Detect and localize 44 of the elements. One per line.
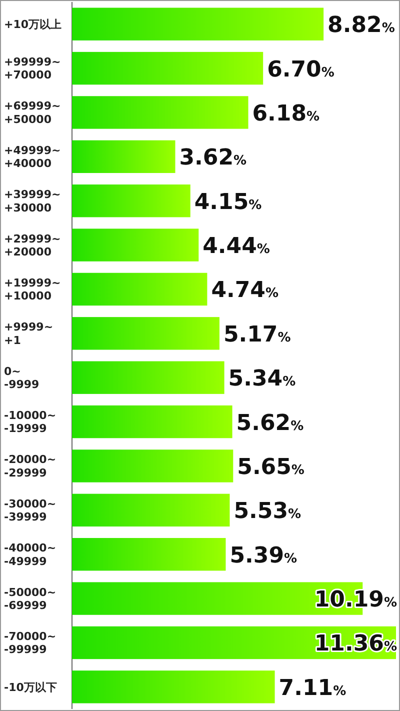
- bar: [72, 450, 234, 482]
- y-tick-label: -30000~ -39999: [4, 497, 56, 524]
- data-label: 6.70%: [267, 57, 334, 82]
- data-label: 5.34%: [228, 366, 296, 392]
- bar: [72, 538, 226, 571]
- data-label: 5.65%: [237, 454, 304, 480]
- y-tick-label: -10万以下: [4, 680, 57, 694]
- y-tick-label: -40000~ -49999: [4, 542, 56, 568]
- bar: [72, 405, 232, 438]
- y-tick-label: +19999~ +10000: [4, 276, 61, 303]
- bar: [72, 361, 224, 394]
- bar: [72, 272, 208, 306]
- y-tick-label: +10万以上: [4, 18, 62, 31]
- data-label: 4.44%: [202, 234, 270, 260]
- data-label: 5.39%: [230, 543, 298, 568]
- bar: [72, 96, 248, 129]
- data-label: 7.11%: [278, 676, 346, 701]
- bar: [72, 140, 176, 174]
- y-tick-label: -70000~ -99999: [4, 630, 56, 656]
- y-tick-label: -50000~ -69999: [4, 586, 56, 612]
- bar: [72, 317, 220, 350]
- data-label: 6.18%: [252, 101, 320, 126]
- y-tick-label: +99999~ +70000: [4, 56, 61, 82]
- data-label: 4.74%: [211, 278, 279, 304]
- y-tick-label: +39999~ +30000: [4, 188, 61, 214]
- y-tick-label: +69999~ +50000: [4, 100, 61, 126]
- y-tick-label: +9999~ +1: [4, 320, 54, 347]
- y-tick-label: +29999~ +20000: [4, 232, 61, 258]
- data-label: 8.82%: [328, 13, 395, 38]
- bar: [72, 228, 199, 262]
- bar: [72, 184, 190, 218]
- data-label: 5.62%: [236, 410, 304, 436]
- data-label: 5.53%: [234, 499, 302, 524]
- data-label: 3.62%: [179, 146, 247, 171]
- bar: [72, 494, 230, 527]
- y-tick-label: 0~ -9999: [4, 364, 40, 392]
- y-tick-label: -10000~ -19999: [4, 409, 56, 436]
- bar: [72, 8, 324, 40]
- y-tick-label: -20000~ -29999: [4, 453, 56, 480]
- data-label: 5.17%: [223, 322, 291, 348]
- y-tick-label: +49999~ +40000: [4, 144, 61, 170]
- bar: [72, 670, 275, 704]
- bar: [72, 52, 264, 85]
- data-label: 4.15%: [194, 190, 262, 215]
